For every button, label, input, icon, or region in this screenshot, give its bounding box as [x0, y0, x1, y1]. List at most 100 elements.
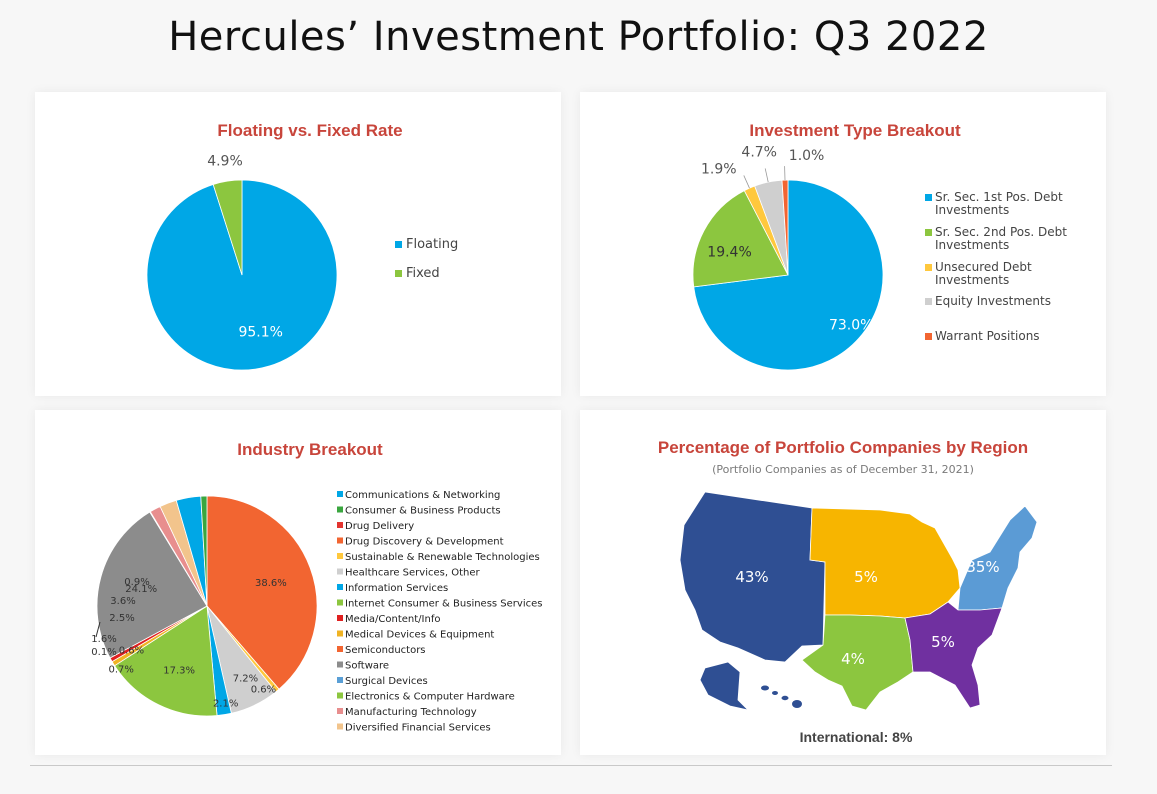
chart-title: Industry Breakout	[237, 440, 383, 459]
data-label-drug-discovery-development: 38.6%	[255, 578, 287, 589]
legend-swatch-fixed	[395, 270, 402, 277]
legend-swatch-equity-investments	[925, 298, 932, 305]
chart-industry: Industry Breakout 38.6%0.6%7.2%2.1%17.3%…	[91, 440, 542, 734]
international-note: International: 8%	[800, 729, 913, 745]
chart-floating-fixed: Floating vs. Fixed Rate 95.1% 4.9% Floati…	[146, 121, 458, 371]
data-label-equity-investments: 4.7%	[741, 144, 777, 160]
legend-label-sustainable-renewable-technologies: Sustainable & Renewable Technologies	[345, 552, 540, 563]
chart-title: Percentage of Portfolio Companies by Reg…	[658, 438, 1028, 457]
region-label-southeast: 5%	[931, 633, 955, 651]
region-label-west: 43%	[735, 568, 768, 586]
chart-title: Floating vs. Fixed Rate	[217, 121, 402, 140]
region-midwest	[809, 507, 961, 619]
chart-title: Investment Type Breakout	[749, 121, 961, 140]
pie-slice-warrant-positions	[781, 179, 789, 276]
data-label-internet-consumer-business-services: 17.3%	[163, 665, 195, 676]
legend-swatch-medical-devices-equipment	[337, 630, 343, 637]
data-label-media-content-info: 0.6%	[119, 646, 144, 657]
pie-slice-drug-discovery-development	[206, 495, 318, 690]
legend-label-drug-delivery: Drug Delivery	[345, 521, 414, 532]
page-title: Hercules’ Investment Portfolio: Q3 2022	[168, 14, 989, 60]
data-label-information-services: 2.1%	[213, 698, 238, 709]
data-label-unsecured-debt-investments: 1.9%	[701, 161, 737, 177]
legend-swatch-internet-consumer-business-services	[337, 599, 343, 606]
legend-label-sr-sec-2nd-pos-debt-investments: Investments	[935, 238, 1009, 252]
legend-label-sr-sec-1st-pos-debt-investments: Investments	[935, 203, 1009, 217]
leader-line	[95, 621, 101, 638]
panel-region-map: Percentage of Portfolio Companies by Reg…	[580, 410, 1106, 755]
legend-label-unsecured-debt-investments: Investments	[935, 273, 1009, 287]
legend-label-communications-networking: Communications & Networking	[345, 490, 500, 501]
leader-line	[743, 175, 750, 189]
legend-swatch-information-services	[337, 584, 343, 590]
data-label-software: 24.1%	[125, 584, 157, 595]
chart-subtitle: (Portfolio Companies as of December 31, …	[712, 463, 974, 476]
legend-swatch-sr-sec-1st-pos-debt-investments	[925, 194, 932, 201]
data-label-manufacturing-technology: 1.6%	[91, 634, 116, 645]
region-label-south-central: 4%	[841, 650, 865, 668]
legend-label-surgical-devices: Surgical Devices	[345, 676, 428, 687]
legend-swatch-manufacturing-technology	[337, 708, 343, 714]
pie-slice-consumer-business-products	[200, 495, 208, 607]
legend-label-manufacturing-technology: Manufacturing Technology	[345, 707, 477, 718]
legend-label-floating: Floating	[406, 237, 458, 252]
pie-slice-software	[96, 511, 208, 659]
data-label-communications-networking: 3.6%	[110, 596, 135, 607]
legend-label-diversified-financial-services: Diversified Financial Services	[345, 723, 491, 734]
pie-slice-fixed	[212, 179, 243, 276]
region-southeast	[904, 601, 1003, 709]
chart-investment-type: Investment Type Breakout 73.0% 19.4% 1.9%4…	[692, 121, 1067, 371]
footer-divider	[30, 765, 1112, 766]
legend-label-healthcare-services-other: Healthcare Services, Other	[345, 568, 480, 579]
data-label-sr-sec-2nd-pos-debt-investments: 19.4%	[707, 244, 751, 260]
legend-swatch-sr-sec-2nd-pos-debt-investments	[925, 229, 932, 236]
legend-label-internet-consumer-business-services: Internet Consumer & Business Services	[345, 599, 542, 610]
legend-label-fixed: Fixed	[406, 266, 440, 281]
pie-slice-sr-sec-2nd-pos-debt-investments	[692, 190, 789, 288]
legend-label-consumer-business-products: Consumer & Business Products	[345, 506, 501, 517]
legend-swatch-drug-discovery-development	[337, 537, 343, 544]
legend-label-sr-sec-2nd-pos-debt-investments: Sr. Sec. 2nd Pos. Debt	[935, 225, 1067, 239]
data-label-sustainable-renewable-technologies: 0.6%	[251, 684, 276, 695]
region-south-central	[801, 614, 914, 711]
data-label-sr-sec-1st-pos-debt-investments: 73.0%	[829, 318, 873, 334]
region-label-northeast: 35%	[966, 558, 999, 576]
chart-region-map: Percentage of Portfolio Companies by Reg…	[658, 438, 1038, 745]
data-label-surgical-devices: 0.1%	[91, 647, 116, 658]
legend-label-information-services: Information Services	[345, 583, 448, 594]
legend-label-software: Software	[345, 661, 389, 672]
data-label-warrant-positions: 1.0%	[789, 148, 825, 164]
pie-slice-internet-consumer-business-services	[114, 605, 218, 717]
us-map: 43% 5% 35% 4% 5%	[679, 491, 1038, 711]
leader-line	[764, 168, 769, 183]
legend-swatch-electronics-computer-hardware	[337, 692, 343, 699]
legend-label-equity-investments: Equity Investments	[935, 294, 1051, 308]
legend-label-unsecured-debt-investments: Unsecured Debt	[935, 260, 1032, 274]
legend-swatch-software	[337, 661, 343, 668]
legend-swatch-drug-delivery	[337, 522, 343, 528]
legend-swatch-communications-networking	[337, 491, 343, 497]
legend-swatch-media-content-info	[337, 615, 343, 621]
panel-industry: Industry Breakout 38.6% 0.6% 7.2% 2.1% 17.3%…	[35, 410, 561, 755]
region-label-midwest: 5%	[854, 568, 878, 586]
region-alaska	[699, 661, 750, 711]
legend-swatch-floating	[395, 241, 402, 248]
region-hawaii	[761, 685, 802, 708]
legend-swatch-sustainable-renewable-technologies	[337, 553, 343, 559]
data-label-diversified-financial-services: 2.5%	[109, 613, 134, 624]
legend-swatch-semiconductors	[337, 646, 343, 652]
legend-swatch-consumer-business-products	[337, 506, 343, 513]
legend-label-media-content-info: Media/Content/Info	[345, 614, 440, 625]
panel-floating-fixed: Floating vs. Fixed Rate 95.1% 4.9% Floati…	[35, 92, 561, 396]
legend-label-warrant-positions: Warrant Positions	[935, 329, 1040, 343]
data-label-consumer-business-products: 0.9%	[124, 577, 149, 588]
legend-label-electronics-computer-hardware: Electronics & Computer Hardware	[345, 692, 515, 703]
panel-investment-type: Investment Type Breakout 73.0% 19.4% 1.9% 4…	[580, 92, 1106, 396]
legend-swatch-unsecured-debt-investments	[925, 264, 932, 271]
legend-swatch-surgical-devices	[337, 677, 343, 683]
legend-label-medical-devices-equipment: Medical Devices & Equipment	[345, 630, 494, 641]
legend-swatch-diversified-financial-services	[337, 723, 343, 730]
data-label-healthcare-services-other: 7.2%	[233, 673, 258, 684]
legend-swatch-warrant-positions	[925, 333, 932, 340]
legend-swatch-healthcare-services-other	[337, 568, 343, 575]
